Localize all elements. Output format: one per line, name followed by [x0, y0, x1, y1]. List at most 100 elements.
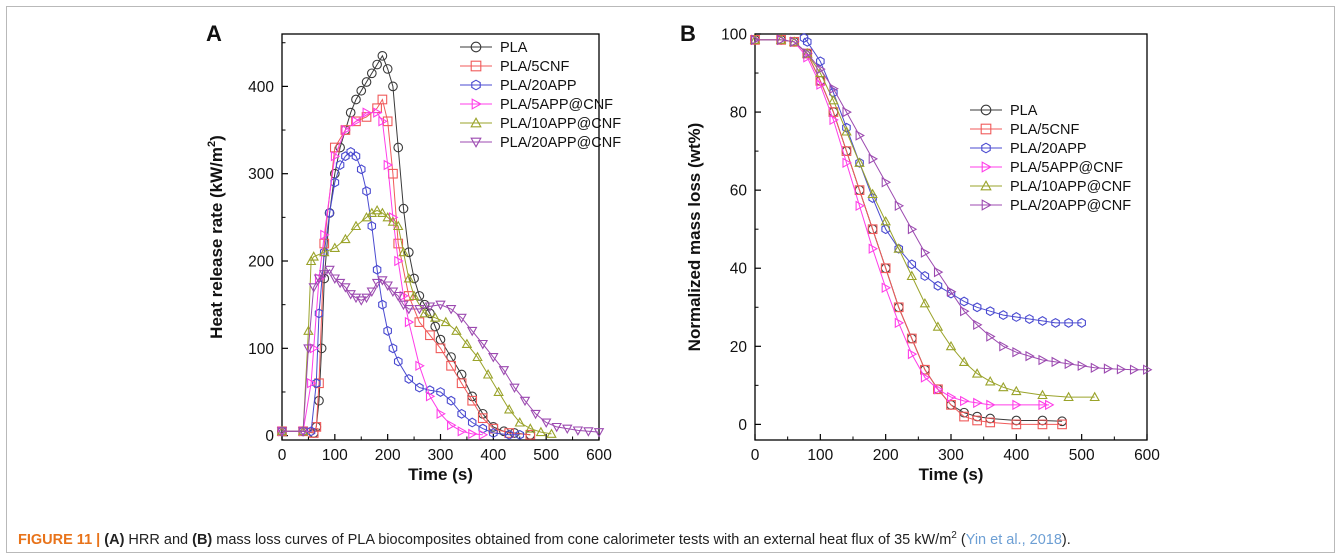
panel-b-y-tick-label: 60 — [730, 183, 748, 200]
panel-a-data-point — [415, 360, 425, 372]
panel-a-y-tick-label: 0 — [265, 428, 274, 445]
panel-b-data-point — [998, 381, 1009, 392]
panel-b-data-point — [1038, 399, 1048, 411]
panel-a-data-point — [440, 316, 452, 327]
panel-a-series-line — [282, 268, 600, 433]
panel-a-data-point — [314, 273, 325, 284]
panel-a-data-point — [303, 325, 314, 335]
panel-b-data-point — [947, 286, 957, 297]
panel-a-data-point — [425, 391, 436, 402]
panel-a-y-tick-label: 100 — [248, 341, 274, 358]
panel-b-data-point — [984, 375, 996, 386]
panel-b-data-point — [1057, 419, 1067, 430]
caption-reference-link[interactable]: Yin et al., 2018 — [965, 531, 1062, 548]
panel-b-data-point — [868, 243, 879, 254]
panel-a-data-point — [451, 325, 462, 335]
panel-b-data-point — [880, 263, 891, 274]
panel-b-letter: B — [680, 21, 696, 46]
panel-a-data-point — [341, 124, 351, 136]
panel-b-data-point — [959, 411, 969, 422]
panel-b-data-point — [894, 243, 904, 254]
panel-b-data-point — [907, 259, 917, 270]
panel-b-legend-marker — [981, 161, 992, 173]
panel-a-data-point — [355, 296, 367, 306]
caption-a-text: HRR and — [124, 531, 193, 548]
panel-b-data-point — [803, 48, 813, 59]
panel-a-y-tick-label: 200 — [248, 254, 274, 271]
panel-a-data-point — [482, 369, 494, 379]
panel-b-data-point — [1051, 317, 1060, 328]
caption-b-label: (B) — [192, 531, 213, 548]
panel-a-data-point — [377, 94, 388, 105]
panel-b-data-point — [960, 305, 970, 317]
panel-a-legend-marker — [470, 41, 482, 53]
panel-a-data-point — [504, 428, 515, 438]
panel-b-data-point — [972, 415, 982, 426]
panel-b-data-point — [880, 215, 891, 226]
panel-b-data-point — [999, 341, 1009, 352]
panel-a-data-point — [382, 211, 393, 222]
panel-b-legend-label: PLA/20APP@CNF — [1010, 198, 1131, 214]
panel-a-data-point — [436, 408, 446, 420]
panel-a-data-point — [504, 429, 514, 440]
panel-a-data-point — [351, 94, 361, 105]
panel-a-data-point — [356, 164, 366, 175]
panel-a-data-point — [393, 238, 404, 249]
panel-a-data-point — [382, 64, 393, 74]
panel-a-data-point — [393, 356, 403, 367]
panel-a-data-point — [456, 378, 467, 389]
panel-a-x-axis-label: Time (s) — [408, 465, 473, 484]
panel-b-data-point — [946, 400, 956, 410]
panel-a-data-point — [551, 422, 562, 433]
panel-b-y-tick-label: 0 — [738, 417, 747, 434]
panel-a-data-point — [419, 307, 430, 318]
panel-a-data-point — [414, 291, 425, 301]
panel-a-data-point — [356, 85, 367, 96]
panel-a-data-point — [472, 351, 483, 362]
panel-a-data-point — [362, 107, 372, 118]
panel-b-data-point — [1143, 364, 1153, 375]
panel-a-series-line — [282, 98, 531, 436]
panel-a-data-point — [488, 353, 499, 363]
panel-a-data-point — [525, 429, 536, 440]
panel-a-data-point — [297, 427, 309, 437]
panel-a-axes-frame — [281, 33, 600, 441]
panel-b-data-point — [829, 114, 839, 126]
panel-a-data-point — [308, 251, 319, 261]
panel-a-data-point — [383, 325, 392, 336]
panel-b-data-point — [867, 224, 878, 235]
panel-b-x-tick-label: 0 — [751, 447, 760, 464]
panel-b-legend-marker — [981, 142, 991, 154]
panel-b-data-point — [920, 271, 930, 281]
panel-a-data-point — [361, 293, 372, 304]
panel-a-legend-marker — [471, 98, 482, 110]
panel-a-data-point — [546, 428, 557, 438]
panel-a-data-point — [404, 373, 414, 384]
panel-b-data-point — [1025, 350, 1035, 362]
panel-b-x-tick-label: 500 — [1069, 447, 1095, 464]
panel-b-legend-marker — [981, 199, 992, 211]
panel-b-legend-label: PLA/20APP — [1010, 141, 1087, 157]
panel-b-data-point — [960, 395, 970, 407]
panel-b-data-point — [972, 302, 982, 313]
panel-a-data-point — [367, 221, 377, 232]
panel-a-x-tick-label: 400 — [480, 447, 506, 464]
panel-a-series-4 — [276, 204, 557, 438]
figure-caption: FIGURE 11 | (A) HRR and (B) mass loss cu… — [18, 530, 1328, 548]
panel-b-data-point — [1063, 391, 1074, 402]
panel-a-data-point — [362, 186, 371, 197]
panel-a-data-point — [415, 382, 424, 393]
panel-b-data-point — [1038, 315, 1047, 326]
panel-b-data-point — [973, 319, 983, 331]
panel-b-data-point — [906, 333, 917, 344]
panel-a-data-point — [394, 255, 404, 267]
panel-a-data-point — [387, 216, 399, 226]
panel-a-data-point — [498, 366, 510, 376]
panel-b-data-point — [790, 36, 800, 48]
panel-b-data-point — [881, 224, 890, 235]
panel-a-data-point — [489, 428, 498, 438]
panel-a-x-tick-label: 600 — [586, 447, 612, 464]
panel-a-data-point — [345, 107, 356, 118]
panel-a-x-tick-label: 0 — [278, 447, 287, 464]
